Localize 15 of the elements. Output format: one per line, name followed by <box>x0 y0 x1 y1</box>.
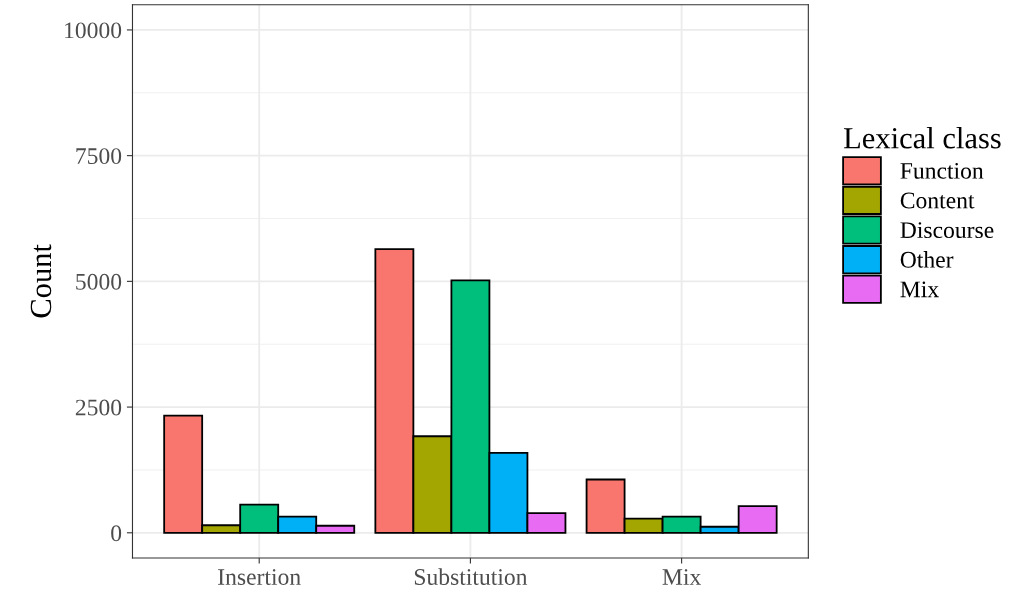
legend-label: Content <box>900 192 975 209</box>
y-tick-label: 10000 <box>65 22 122 39</box>
x-tick-label: Mix <box>662 569 701 585</box>
legend-title: Lexical class <box>843 127 1001 149</box>
legend-label: Other <box>900 251 954 268</box>
legend-label: Function <box>900 162 984 179</box>
y-tick-label: 0 <box>111 525 122 542</box>
y-tick-label: 7500 <box>76 148 122 165</box>
y-tick-label: 5000 <box>76 273 122 290</box>
legend-label: Mix <box>900 281 939 298</box>
legend-label: Discourse <box>900 222 994 239</box>
x-tick-label: Substitution <box>414 568 528 585</box>
x-tick-label: Insertion <box>218 569 301 585</box>
y-tick-label: 2500 <box>75 399 122 416</box>
y-axis-title: Count <box>30 244 52 318</box>
